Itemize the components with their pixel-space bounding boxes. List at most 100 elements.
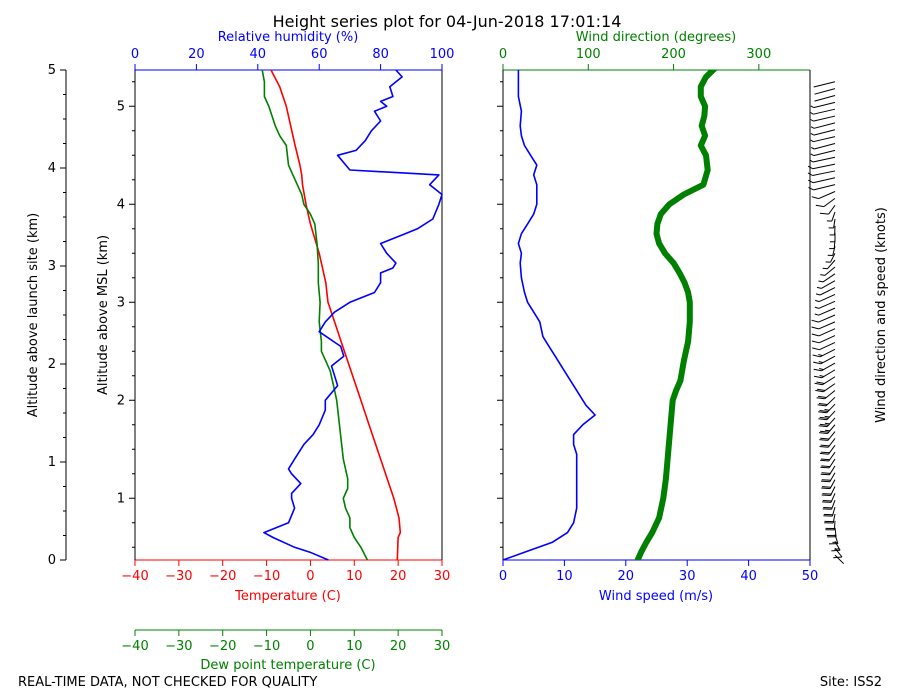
wind-barb	[811, 335, 836, 344]
barb-staff	[831, 211, 836, 222]
wind-barb	[822, 493, 836, 503]
barb-staff	[834, 554, 845, 565]
barb-staff	[818, 335, 836, 344]
barb-flag	[819, 410, 829, 412]
barb-half-flag	[810, 159, 814, 163]
barb-staff	[818, 328, 836, 337]
rh-tick-label: 20	[188, 47, 205, 62]
wind-speed-tick-label: 20	[618, 569, 635, 584]
wind-barb	[825, 253, 836, 263]
msl-tick-label: 4	[117, 197, 125, 212]
temp-tick-label: 10	[346, 569, 363, 584]
barb-staff	[826, 403, 836, 414]
barb-staff	[824, 390, 836, 400]
barb-flag	[831, 549, 841, 552]
barb-staff	[812, 163, 836, 170]
barb-half-flag	[814, 313, 819, 316]
barb-staff	[831, 500, 836, 510]
wind-barb	[813, 355, 836, 365]
barb-staff	[818, 293, 836, 303]
rh-tick-label: 0	[131, 47, 139, 62]
barb-staff	[813, 115, 836, 122]
wind-barb	[819, 445, 836, 455]
barb-flag	[819, 439, 828, 441]
wind-barb	[818, 273, 836, 283]
barb-half-flag	[818, 280, 824, 283]
barb-staff	[821, 369, 836, 379]
msl-altitude-label: Altitude above MSL (km)	[96, 235, 111, 395]
barb-staff	[830, 486, 836, 496]
barb-flag	[818, 403, 828, 405]
dewpoint-tick-label: 20	[390, 639, 407, 654]
wind-speed-line	[503, 70, 596, 560]
barb-flag	[818, 395, 827, 398]
relative-humidity-line	[263, 69, 443, 561]
barb-half-flag	[824, 409, 830, 411]
plot-title: Height series plot for 04-Jun-2018 17:01…	[273, 12, 622, 31]
rh-tick-label: 40	[250, 47, 267, 62]
barb-flag	[819, 212, 829, 215]
wind-direction-tick-label: 200	[661, 47, 686, 62]
barb-half-flag	[824, 422, 830, 425]
dewpoint-tick-label: −40	[121, 639, 148, 654]
temp-tick-label: 0	[306, 569, 314, 584]
barb-staff	[819, 341, 836, 351]
wind-barb	[822, 500, 836, 510]
wind-barb	[808, 177, 836, 184]
barb-half-flag	[824, 415, 830, 418]
barb-staff	[813, 108, 836, 115]
barb-staff	[814, 88, 836, 95]
barb-flag	[811, 340, 820, 344]
wind-barb	[829, 225, 836, 236]
barb-staff	[827, 259, 836, 270]
barb-flag	[811, 326, 819, 330]
barb-staff	[813, 101, 836, 109]
barb-staff	[833, 218, 836, 229]
barb-flag	[820, 458, 830, 461]
barb-staff	[828, 445, 836, 455]
msl-tick-label: 1	[117, 491, 125, 506]
barb-staff	[823, 383, 836, 393]
barb-flag	[833, 556, 843, 559]
wind-panel: 0 10 20 30 40 50 0 100 200 300	[497, 47, 818, 584]
barb-staff	[818, 307, 836, 316]
dewpoint-tick-label: 0	[306, 639, 314, 654]
barb-half-flag	[810, 132, 815, 136]
barb-staff	[830, 253, 836, 263]
msl-tick-label: 5	[117, 99, 125, 114]
outer-tick-label: 2	[48, 357, 56, 372]
barb-flag	[812, 347, 820, 351]
wind-barb	[829, 239, 836, 250]
barb-flag	[817, 404, 827, 407]
wind-barb	[813, 81, 836, 88]
barb-staff	[829, 465, 836, 476]
rh-tick-label: 60	[311, 47, 328, 62]
outer-tick-label: 1	[48, 455, 56, 470]
wind-barb	[820, 458, 836, 469]
wind-barb	[816, 280, 836, 289]
msl-tick-label: 3	[117, 295, 125, 310]
barb-staff	[818, 191, 836, 200]
barb-staff	[827, 438, 836, 448]
wind-barb	[817, 396, 836, 407]
wind-barb	[820, 465, 836, 476]
barb-flag	[822, 501, 832, 503]
barb-flag	[807, 165, 813, 170]
wind-barb	[824, 513, 836, 524]
barb-staff	[814, 143, 836, 150]
wind-direction-line	[634, 70, 718, 560]
outer-tick-label: 4	[48, 161, 56, 176]
wind-barb	[814, 300, 836, 309]
barb-flag	[811, 333, 820, 337]
wind-barb	[808, 184, 836, 191]
wind-barb	[818, 410, 836, 421]
rh-tick-label: 80	[372, 47, 389, 62]
outer-tick-label: 5	[48, 63, 56, 78]
barb-half-flag	[810, 119, 814, 122]
barb-flag	[808, 179, 814, 184]
wind-barb	[810, 136, 836, 143]
barb-half-flag	[810, 153, 814, 157]
wind-barb	[810, 122, 836, 129]
barb-staff	[834, 527, 837, 537]
